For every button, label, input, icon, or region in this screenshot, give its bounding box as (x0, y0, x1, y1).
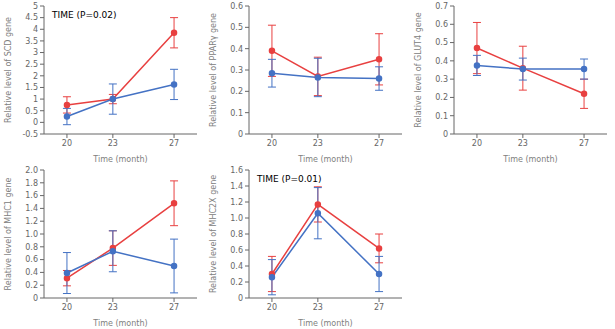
svg-text:Relative level of SCD gene: Relative level of SCD gene (8, 17, 13, 123)
svg-text:0.4: 0.4 (25, 268, 38, 277)
svg-text:0: 0 (33, 294, 38, 303)
svg-text:4: 4 (33, 25, 38, 34)
svg-text:3: 3 (33, 48, 38, 57)
svg-text:Time (month): Time (month) (502, 155, 557, 164)
svg-text:0.1: 0.1 (230, 109, 243, 118)
svg-text:1.2: 1.2 (230, 198, 243, 207)
svg-text:2.0: 2.0 (25, 166, 38, 175)
svg-text:2.5: 2.5 (25, 60, 38, 69)
svg-text:20: 20 (267, 139, 277, 148)
svg-text:0.2: 0.2 (25, 281, 38, 290)
svg-text:0.4: 0.4 (230, 45, 243, 54)
svg-text:Time (month): Time (month) (297, 319, 352, 328)
svg-text:27: 27 (374, 139, 384, 148)
html-text:TIME (P=0.01): TIME (P=0.01) (257, 174, 322, 184)
svg-text:23: 23 (108, 303, 118, 312)
svg-text:23: 23 (518, 139, 528, 148)
html-text:TIME (P=0.02): TIME (P=0.02) (52, 10, 117, 20)
svg-text:2: 2 (33, 72, 38, 81)
svg-text:20: 20 (267, 303, 277, 312)
svg-text:Time (month): Time (month) (92, 319, 147, 328)
svg-text:0.1: 0.1 (435, 112, 448, 121)
svg-text:1.0: 1.0 (25, 230, 38, 239)
svg-text:0.6: 0.6 (230, 2, 243, 11)
svg-text:0.8: 0.8 (230, 230, 243, 239)
svg-text:0.7: 0.7 (435, 2, 448, 11)
svg-text:27: 27 (579, 139, 589, 148)
svg-text:1.6: 1.6 (25, 191, 38, 200)
svg-text:20: 20 (62, 139, 72, 148)
svg-text:0.2: 0.2 (230, 278, 243, 287)
svg-text:0: 0 (238, 294, 243, 303)
svg-text:23: 23 (313, 303, 323, 312)
svg-text:1.0: 1.0 (230, 214, 243, 223)
svg-text:1.8: 1.8 (25, 179, 38, 188)
svg-text:1.5: 1.5 (25, 83, 38, 92)
svg-text:0.4: 0.4 (435, 57, 448, 66)
svg-text:23: 23 (108, 139, 118, 148)
svg-text:1.4: 1.4 (25, 204, 38, 213)
svg-text:27: 27 (169, 303, 179, 312)
svg-text:1.6: 1.6 (230, 166, 243, 175)
svg-text:Relative level of MHC1 gene: Relative level of MHC1 gene (8, 178, 13, 291)
svg-text:0: 0 (443, 130, 448, 139)
svg-text:0.3: 0.3 (435, 75, 448, 84)
svg-text:Relative level of MHC2X gene: Relative level of MHC2X gene (209, 175, 218, 293)
svg-text:0: 0 (33, 118, 38, 127)
svg-text:0.6: 0.6 (230, 246, 243, 255)
svg-text:20: 20 (472, 139, 482, 148)
svg-text:0.6: 0.6 (25, 255, 38, 264)
svg-text:0.5: 0.5 (25, 107, 38, 116)
svg-text:Relative level of PPARγ gene: Relative level of PPARγ gene (209, 13, 218, 127)
svg-text:27: 27 (374, 303, 384, 312)
svg-text:1.2: 1.2 (25, 217, 38, 226)
svg-text:-0.5: -0.5 (22, 130, 38, 139)
svg-text:Time (month): Time (month) (92, 155, 147, 164)
svg-text:3.5: 3.5 (25, 37, 38, 46)
svg-text:5: 5 (33, 2, 38, 11)
svg-text:4.5: 4.5 (25, 13, 38, 22)
svg-text:Relative level of GLUT4 gene: Relative level of GLUT4 gene (414, 12, 423, 127)
svg-text:0.5: 0.5 (435, 38, 448, 47)
svg-text:0.2: 0.2 (435, 93, 448, 102)
svg-text:27: 27 (169, 139, 179, 148)
svg-text:0.6: 0.6 (435, 20, 448, 29)
svg-text:0.3: 0.3 (230, 66, 243, 75)
svg-text:20: 20 (62, 303, 72, 312)
svg-text:23: 23 (313, 139, 323, 148)
svg-text:0.2: 0.2 (230, 87, 243, 96)
svg-text:0.8: 0.8 (25, 243, 38, 252)
svg-text:0.4: 0.4 (230, 262, 243, 271)
svg-text:0: 0 (238, 130, 243, 139)
svg-text:0.5: 0.5 (230, 23, 243, 32)
svg-text:1: 1 (33, 95, 38, 104)
svg-text:Time (month): Time (month) (297, 155, 352, 164)
svg-text:1.4: 1.4 (230, 182, 243, 191)
